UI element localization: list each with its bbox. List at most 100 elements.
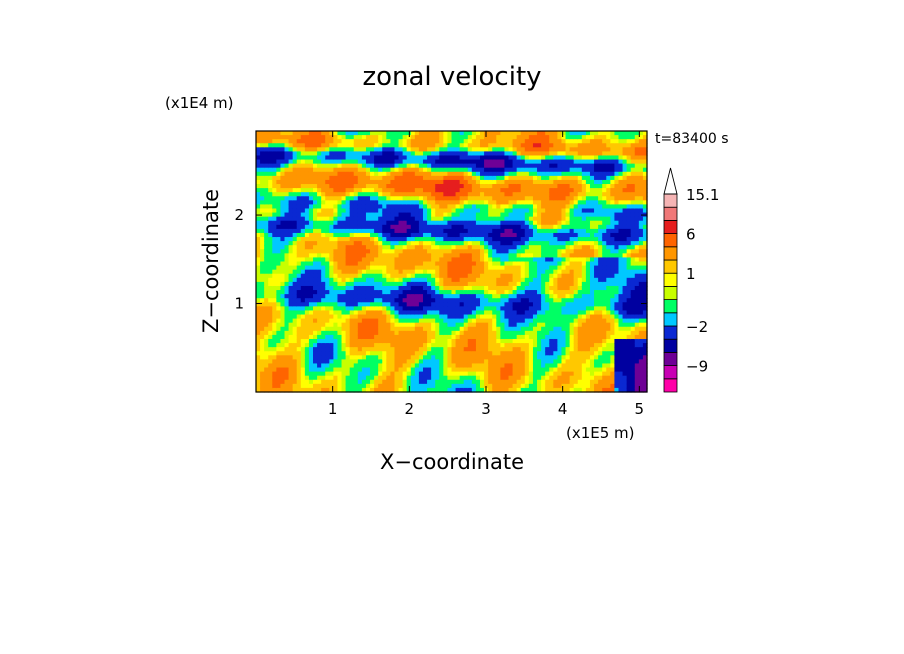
field-cell — [390, 151, 396, 157]
field-cell — [370, 232, 375, 238]
field-cell — [268, 326, 273, 332]
field-cell — [276, 371, 282, 377]
field-cell — [435, 318, 440, 324]
field-cell — [317, 241, 322, 246]
field-cell — [325, 151, 330, 157]
field-cell — [414, 298, 420, 303]
field-cell — [268, 163, 273, 169]
field-cell — [260, 363, 265, 369]
field-cell — [333, 188, 339, 193]
field-cell — [455, 175, 461, 181]
field-cell — [475, 143, 481, 148]
field-cell — [329, 367, 334, 373]
field-cell — [280, 232, 286, 238]
field-cell — [378, 192, 383, 197]
field-cell — [308, 290, 314, 295]
field-cell — [361, 318, 367, 324]
field-cell — [349, 241, 355, 246]
field-cell — [537, 204, 542, 210]
field-cell — [545, 298, 550, 303]
field-cell — [545, 163, 550, 169]
field-cell — [378, 232, 383, 238]
field-cell — [329, 379, 334, 385]
field-cell — [410, 139, 416, 144]
field-cell — [484, 277, 489, 283]
field-cell — [541, 228, 546, 234]
field-cell — [492, 241, 497, 246]
field-cell — [496, 147, 501, 152]
field-cell — [284, 343, 290, 348]
field-cell — [292, 330, 298, 336]
field-cell — [418, 379, 424, 385]
field-cell — [569, 159, 575, 165]
field-cell — [256, 196, 261, 201]
field-cell — [406, 302, 412, 307]
field-cell — [439, 232, 444, 238]
field-cell — [467, 273, 473, 279]
field-cell — [260, 351, 265, 356]
field-cell — [516, 277, 522, 283]
field-cell — [390, 257, 396, 263]
field-cell — [349, 302, 355, 307]
field-cell — [321, 237, 326, 242]
field-cell — [475, 171, 481, 177]
field-cell — [304, 179, 310, 185]
field-cell — [537, 269, 542, 275]
field-cell — [549, 338, 554, 344]
field-cell — [370, 306, 375, 312]
field-cell — [268, 343, 273, 348]
field-cell — [361, 155, 367, 161]
field-cell — [264, 139, 269, 144]
field-cell — [370, 224, 375, 230]
field-cell — [537, 253, 542, 259]
field-cell — [569, 326, 575, 332]
field-cell — [300, 220, 306, 226]
field-cell — [402, 367, 408, 373]
field-cell — [565, 355, 571, 360]
field-cell — [402, 135, 408, 140]
field-cell — [549, 290, 554, 295]
field-cell — [321, 326, 326, 332]
field-cell — [264, 363, 269, 369]
field-cell — [398, 200, 404, 206]
field-cell — [365, 302, 371, 307]
field-cell — [553, 338, 558, 344]
field-cell — [378, 241, 383, 246]
field-cell — [480, 387, 485, 393]
field-cell — [512, 200, 518, 206]
field-cell — [528, 261, 534, 267]
field-cell — [260, 322, 265, 328]
field-cell — [451, 232, 457, 238]
field-cell — [561, 383, 567, 389]
field-cell — [325, 273, 330, 279]
field-cell — [484, 228, 489, 234]
field-cell — [288, 343, 294, 348]
field-cell — [545, 379, 550, 385]
field-cell — [300, 204, 306, 210]
field-cell — [280, 131, 286, 136]
field-cell — [349, 281, 355, 287]
field-cell — [333, 245, 339, 250]
field-cell — [272, 387, 277, 393]
field-cell — [374, 175, 379, 181]
field-cell — [333, 371, 339, 377]
field-cell — [313, 139, 318, 144]
field-cell — [304, 285, 310, 291]
field-cell — [268, 281, 273, 287]
field-cell — [284, 139, 290, 144]
field-cell — [276, 175, 282, 181]
field-cell — [288, 204, 294, 210]
field-cell — [541, 139, 546, 144]
field-cell — [365, 147, 371, 152]
field-cell — [496, 253, 501, 259]
field-cell — [337, 334, 343, 340]
field-cell — [256, 269, 261, 275]
field-cell — [357, 306, 363, 312]
field-cell — [508, 192, 514, 197]
field-cell — [484, 151, 489, 157]
field-cell — [284, 143, 290, 148]
field-cell — [508, 175, 514, 181]
field-cell — [541, 131, 546, 136]
field-cell — [414, 343, 420, 348]
field-cell — [406, 310, 412, 316]
